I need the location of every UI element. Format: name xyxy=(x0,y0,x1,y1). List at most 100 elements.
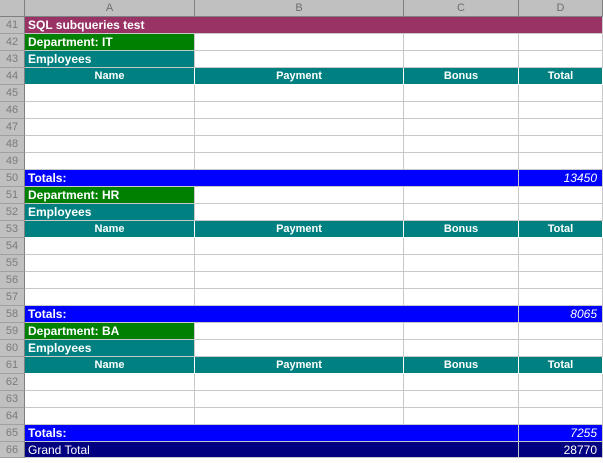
column-total-header[interactable]: Total xyxy=(519,221,603,238)
empty-cell[interactable] xyxy=(519,323,603,340)
empty-cell[interactable] xyxy=(25,119,195,136)
empty-cell[interactable] xyxy=(404,408,519,425)
column-header-c[interactable]: C xyxy=(404,0,519,16)
empty-cell[interactable] xyxy=(195,119,404,136)
empty-cell[interactable] xyxy=(195,153,404,170)
empty-cell[interactable] xyxy=(519,85,603,102)
row-header[interactable]: 50 xyxy=(0,170,25,187)
department-label[interactable]: Department: HR xyxy=(25,187,195,204)
row-header[interactable]: 48 xyxy=(0,136,25,153)
empty-cell[interactable] xyxy=(195,34,404,51)
row-header[interactable]: 47 xyxy=(0,119,25,136)
row-header[interactable]: 43 xyxy=(0,51,25,68)
empty-cell[interactable] xyxy=(404,340,519,357)
empty-cell[interactable] xyxy=(25,374,195,391)
empty-cell[interactable] xyxy=(519,238,603,255)
empty-cell[interactable] xyxy=(519,51,603,68)
empty-cell[interactable] xyxy=(195,85,404,102)
empty-cell[interactable] xyxy=(519,34,603,51)
empty-cell[interactable] xyxy=(519,340,603,357)
row-header[interactable]: 42 xyxy=(0,34,25,51)
row-header[interactable]: 55 xyxy=(0,255,25,272)
row-header[interactable]: 51 xyxy=(0,187,25,204)
totals-label[interactable]: Totals: xyxy=(25,306,519,323)
column-payment-header[interactable]: Payment xyxy=(195,68,404,85)
empty-cell[interactable] xyxy=(25,255,195,272)
empty-cell[interactable] xyxy=(404,153,519,170)
empty-cell[interactable] xyxy=(519,153,603,170)
empty-cell[interactable] xyxy=(195,102,404,119)
empty-cell[interactable] xyxy=(404,391,519,408)
empty-cell[interactable] xyxy=(519,289,603,306)
department-label[interactable]: Department: IT xyxy=(25,34,195,51)
empty-cell[interactable] xyxy=(195,204,404,221)
empty-cell[interactable] xyxy=(519,272,603,289)
row-header[interactable]: 41 xyxy=(0,17,25,34)
empty-cell[interactable] xyxy=(195,272,404,289)
empty-cell[interactable] xyxy=(519,136,603,153)
column-name-header[interactable]: Name xyxy=(25,68,195,85)
row-header[interactable]: 54 xyxy=(0,238,25,255)
empty-cell[interactable] xyxy=(25,85,195,102)
row-header[interactable]: 61 xyxy=(0,357,25,374)
empty-cell[interactable] xyxy=(519,391,603,408)
empty-cell[interactable] xyxy=(404,255,519,272)
totals-label[interactable]: Totals: xyxy=(25,425,519,442)
empty-cell[interactable] xyxy=(519,204,603,221)
empty-cell[interactable] xyxy=(25,272,195,289)
row-header[interactable]: 66 xyxy=(0,442,25,458)
empty-cell[interactable] xyxy=(25,391,195,408)
row-header[interactable]: 63 xyxy=(0,391,25,408)
row-header[interactable]: 46 xyxy=(0,102,25,119)
employees-label[interactable]: Employees xyxy=(25,204,195,221)
empty-cell[interactable] xyxy=(195,187,404,204)
empty-cell[interactable] xyxy=(519,102,603,119)
department-label[interactable]: Department: BA xyxy=(25,323,195,340)
empty-cell[interactable] xyxy=(25,289,195,306)
empty-cell[interactable] xyxy=(404,136,519,153)
empty-cell[interactable] xyxy=(25,102,195,119)
column-header-d[interactable]: D xyxy=(519,0,603,16)
row-header[interactable]: 52 xyxy=(0,204,25,221)
empty-cell[interactable] xyxy=(25,136,195,153)
empty-cell[interactable] xyxy=(404,187,519,204)
grand-total-label[interactable]: Grand Total xyxy=(25,442,519,458)
employees-label[interactable]: Employees xyxy=(25,340,195,357)
empty-cell[interactable] xyxy=(404,51,519,68)
empty-cell[interactable] xyxy=(404,238,519,255)
empty-cell[interactable] xyxy=(404,289,519,306)
empty-cell[interactable] xyxy=(404,119,519,136)
row-header[interactable]: 64 xyxy=(0,408,25,425)
empty-cell[interactable] xyxy=(519,187,603,204)
empty-cell[interactable] xyxy=(404,34,519,51)
empty-cell[interactable] xyxy=(195,136,404,153)
column-total-header[interactable]: Total xyxy=(519,357,603,374)
empty-cell[interactable] xyxy=(519,119,603,136)
empty-cell[interactable] xyxy=(25,408,195,425)
sheet-title[interactable]: SQL subqueries test xyxy=(25,17,603,34)
empty-cell[interactable] xyxy=(404,85,519,102)
column-bonus-header[interactable]: Bonus xyxy=(404,221,519,238)
row-header[interactable]: 56 xyxy=(0,272,25,289)
empty-cell[interactable] xyxy=(519,374,603,391)
column-name-header[interactable]: Name xyxy=(25,357,195,374)
empty-cell[interactable] xyxy=(195,255,404,272)
empty-cell[interactable] xyxy=(404,272,519,289)
column-total-header[interactable]: Total xyxy=(519,68,603,85)
empty-cell[interactable] xyxy=(519,408,603,425)
row-header[interactable]: 53 xyxy=(0,221,25,238)
empty-cell[interactable] xyxy=(195,51,404,68)
totals-value[interactable]: 8065 xyxy=(519,306,603,323)
row-header[interactable]: 57 xyxy=(0,289,25,306)
totals-value[interactable]: 7255 xyxy=(519,425,603,442)
empty-cell[interactable] xyxy=(25,238,195,255)
row-header[interactable]: 59 xyxy=(0,323,25,340)
empty-cell[interactable] xyxy=(25,153,195,170)
grand-total-value[interactable]: 28770 xyxy=(519,442,603,458)
column-header-b[interactable]: B xyxy=(195,0,404,16)
row-header[interactable]: 62 xyxy=(0,374,25,391)
empty-cell[interactable] xyxy=(404,204,519,221)
row-header[interactable]: 44 xyxy=(0,68,25,85)
empty-cell[interactable] xyxy=(519,255,603,272)
totals-value[interactable]: 13450 xyxy=(519,170,603,187)
